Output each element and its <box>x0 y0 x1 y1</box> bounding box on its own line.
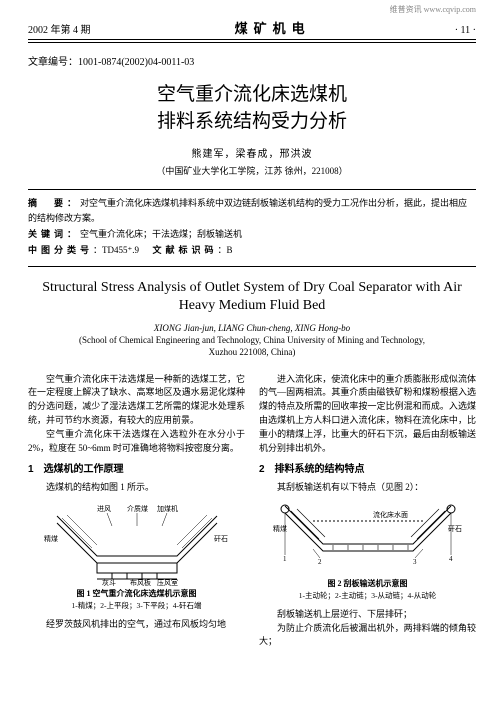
abstract-text: 对空气重介流化床选煤机排料系统中双边链刮板输送机结构的受力工况作出分析，据此，提… <box>28 198 467 222</box>
issue-label: 2002 年第 4 期 <box>28 21 91 36</box>
page-number: · 11 · <box>455 25 476 36</box>
abstract-label: 摘 要： <box>28 198 80 208</box>
svg-text:4: 4 <box>449 555 453 563</box>
para: 选煤机的结构如图 1 所示。 <box>28 481 245 495</box>
svg-text:1: 1 <box>283 555 287 563</box>
para: 为防止介质流化后被漏出机外，两排料端的倾角较大； <box>259 622 476 650</box>
section-heading: 2 排料系统的结构特点 <box>259 462 476 478</box>
svg-text:布风板: 布风板 <box>130 578 151 586</box>
authors-chinese: 熊建军，梁春成，邢洪波 <box>28 145 476 160</box>
svg-text:3: 3 <box>413 558 417 566</box>
abstract-row: 摘 要：对空气重介流化床选煤机排料系统中双边链刮板输送机结构的受力工况作出分析，… <box>28 196 476 225</box>
article-id: 文章编号：1001-0874(2002)04-0011-03 <box>28 53 476 68</box>
keywords-row: 关键词：空气重介流化床；干法选煤；刮板输送机 <box>28 227 476 241</box>
figure-1-svg: 进风 介质煤 加煤机 精煤 矸石 灰斗 布风板 压风室 <box>42 501 232 586</box>
keywords-label: 关键词： <box>28 229 80 239</box>
authors-english: XIONG Jian-jun, LIANG Chun-cheng, XING H… <box>28 323 476 333</box>
right-column: 进入流化床，使流化床中的重介质膨胀形成似流体的气—固两相流。其重介质由磁铁矿粉和… <box>259 373 476 650</box>
figure-2-svg: 流化床水面 精煤 矸石 1 2 3 4 <box>273 501 463 576</box>
class-text: ：TD455⁺.9 <box>93 245 139 255</box>
affil-en-line-1: (School of Chemical Engineering and Tech… <box>28 335 476 347</box>
title-line-1: 空气重介流化床选煤机 <box>28 82 476 109</box>
figure-2-caption: 图 2 刮板输送机示意图 <box>259 578 476 590</box>
figure-1: 进风 介质煤 加煤机 精煤 矸石 灰斗 布风板 压风室 图 1 空气重介流化床选… <box>28 501 245 612</box>
affiliation-english: (School of Chemical Engineering and Tech… <box>28 335 476 358</box>
para: 空气重介流化床干法选煤是一种新的选煤工艺，它在一定程度上解决了缺水、高寒地区及遇… <box>28 373 245 429</box>
class-row: 中图分类号：TD455⁺.9 文献标识码：B <box>28 243 476 257</box>
svg-text:灰斗: 灰斗 <box>102 578 116 586</box>
figure-1-subcaption: 1-精煤；2-上平段；3-下平段；4-矸石端 <box>28 600 245 612</box>
figure-2-subcaption: 1-主动轮；2-主动链；3-从动链；4-从动轮 <box>259 590 476 602</box>
para: 其刮板输送机有以下特点（见图 2）： <box>259 481 476 495</box>
header-rule <box>28 42 476 43</box>
page-header: 2002 年第 4 期 煤矿机电 · 11 · <box>28 18 476 40</box>
body-columns: 空气重介流化床干法选煤是一种新的选煤工艺，它在一定程度上解决了缺水、高寒地区及遇… <box>28 373 476 650</box>
figure-2: 流化床水面 精煤 矸石 1 2 3 4 图 2 刮板输送机示意图 1-主动轮；2… <box>259 501 476 602</box>
svg-text:流化床水面: 流化床水面 <box>373 510 408 519</box>
para: 进入流化床，使流化床中的重介质膨胀形成似流体的气—固两相流。其重介质由磁铁矿粉和… <box>259 373 476 457</box>
abstract-block: 摘 要：对空气重介流化床选煤机排料系统中双边链刮板输送机结构的受力工况作出分析，… <box>28 189 476 267</box>
affiliation-chinese: （中国矿业大学化工学院，江苏 徐州，221008） <box>28 164 476 177</box>
svg-text:矸石: 矸石 <box>214 535 228 543</box>
affil-en-line-2: Xuzhou 221008, China) <box>28 347 476 359</box>
title-chinese: 空气重介流化床选煤机 排料系统结构受力分析 <box>28 82 476 135</box>
doccode-text: ：B <box>218 245 233 255</box>
watermark-text: 维普资讯 www.cqvip.com <box>390 4 476 15</box>
left-column: 空气重介流化床干法选煤是一种新的选煤工艺，它在一定程度上解决了缺水、高寒地区及遇… <box>28 373 245 650</box>
doccode-label: 文献标识码 <box>153 245 218 255</box>
section-heading: 1 选煤机的工作原理 <box>28 462 245 478</box>
title-line-2: 排料系统结构受力分析 <box>28 109 476 136</box>
class-label: 中图分类号 <box>28 245 93 255</box>
svg-text:介质煤: 介质煤 <box>127 504 148 513</box>
svg-text:精煤: 精煤 <box>44 534 58 543</box>
para: 经罗茨鼓风机排出的空气，通过布风板均匀地 <box>28 618 245 632</box>
para: 刮板输送机上层逆行、下层排矸； <box>259 608 476 622</box>
svg-text:压风室: 压风室 <box>157 578 178 586</box>
para: 空气重介流化床干法选煤在入选粒外在水分小于2%，粒度在 50~6mm 时可准确地… <box>28 428 245 456</box>
keywords-text: 空气重介流化床；干法选煤；刮板输送机 <box>80 229 242 239</box>
svg-text:矸石: 矸石 <box>448 525 462 533</box>
svg-text:加煤机: 加煤机 <box>157 504 178 513</box>
svg-text:2: 2 <box>318 558 322 566</box>
journal-name: 煤矿机电 <box>235 18 311 37</box>
title-english: Structural Stress Analysis of Outlet Sys… <box>28 279 476 315</box>
svg-text:进风: 进风 <box>97 505 111 513</box>
figure-1-caption: 图 1 空气重介流化床选煤机示意图 <box>28 588 245 600</box>
